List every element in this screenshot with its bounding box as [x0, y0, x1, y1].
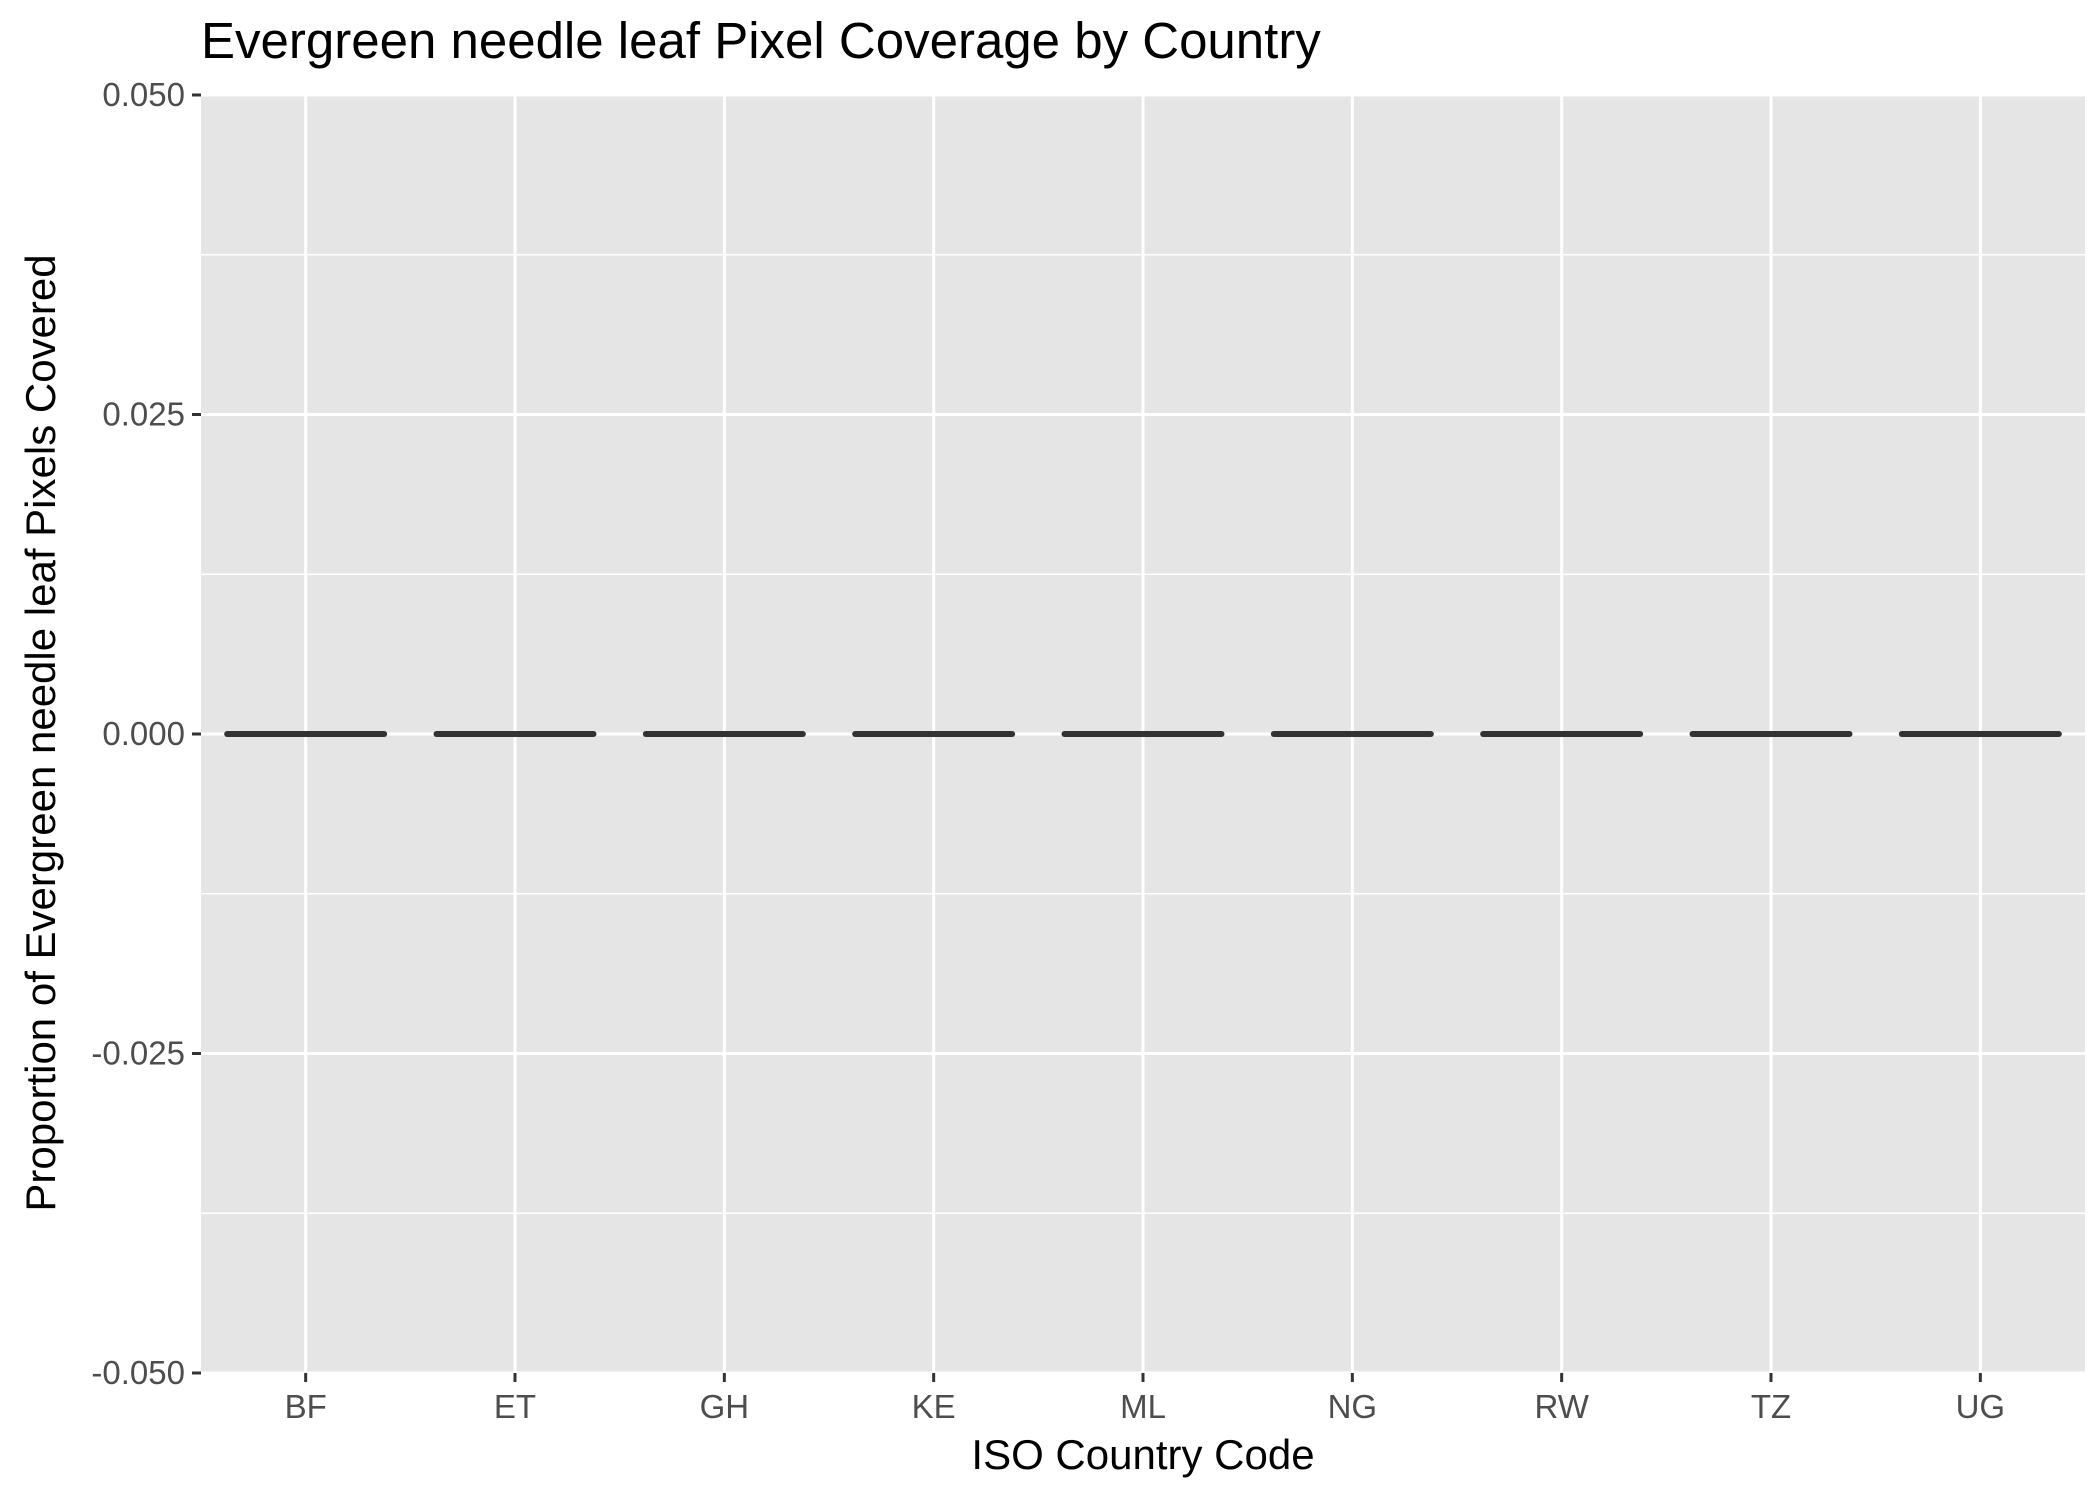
y-axis: -0.050 -0.025 0.000 0.025 0.050	[91, 76, 201, 1391]
y-tick-label: -0.025	[91, 1035, 185, 1072]
x-tick-label: BF	[285, 1388, 327, 1425]
chart-title: Evergreen needle leaf Pixel Coverage by …	[201, 12, 1321, 69]
x-tick-label: GH	[700, 1388, 750, 1425]
x-tick-label: RW	[1534, 1388, 1589, 1425]
y-tick-label: -0.050	[91, 1354, 185, 1391]
x-tick-label: TZ	[1751, 1388, 1791, 1425]
x-axis: BF ET GH KE ML NG RW TZ UG	[285, 1373, 2006, 1425]
x-tick-label: ML	[1120, 1388, 1166, 1425]
x-tick-label: ET	[494, 1388, 536, 1425]
x-axis-title: ISO Country Code	[971, 1431, 1314, 1478]
y-tick-label: 0.050	[102, 76, 185, 113]
y-axis-title: Proportion of Evergreen needle leaf Pixe…	[17, 254, 64, 1211]
x-tick-label: NG	[1328, 1388, 1378, 1425]
x-tick-label: UG	[1956, 1388, 2006, 1425]
y-tick-label: 0.025	[102, 396, 185, 433]
x-tick-label: KE	[912, 1388, 956, 1425]
y-tick-label: 0.000	[102, 715, 185, 752]
